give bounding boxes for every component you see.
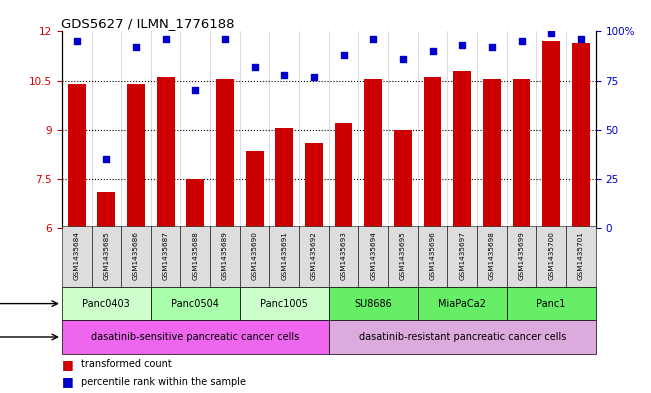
FancyBboxPatch shape bbox=[240, 226, 270, 287]
Bar bbox=[483, 79, 501, 228]
FancyBboxPatch shape bbox=[151, 287, 240, 320]
Text: GSM1435689: GSM1435689 bbox=[222, 231, 228, 280]
Text: GSM1435697: GSM1435697 bbox=[459, 231, 465, 280]
Text: GSM1435698: GSM1435698 bbox=[489, 231, 495, 280]
Point bbox=[72, 38, 82, 44]
Point bbox=[279, 72, 290, 78]
Point bbox=[487, 44, 497, 50]
FancyBboxPatch shape bbox=[151, 226, 180, 287]
Text: Panc1: Panc1 bbox=[536, 299, 566, 309]
Text: GSM1435691: GSM1435691 bbox=[281, 231, 287, 280]
Bar bbox=[453, 71, 471, 228]
FancyBboxPatch shape bbox=[477, 226, 506, 287]
FancyBboxPatch shape bbox=[62, 320, 329, 354]
Text: GSM1435694: GSM1435694 bbox=[370, 231, 376, 280]
FancyBboxPatch shape bbox=[62, 226, 92, 287]
Text: GSM1435699: GSM1435699 bbox=[519, 231, 525, 280]
Bar bbox=[216, 79, 234, 228]
FancyBboxPatch shape bbox=[180, 226, 210, 287]
FancyBboxPatch shape bbox=[299, 226, 329, 287]
FancyBboxPatch shape bbox=[329, 287, 418, 320]
Text: ■: ■ bbox=[62, 375, 74, 389]
FancyBboxPatch shape bbox=[359, 226, 388, 287]
Point bbox=[427, 48, 437, 54]
Point bbox=[101, 156, 111, 162]
Point bbox=[368, 36, 378, 42]
Text: GSM1435695: GSM1435695 bbox=[400, 231, 406, 280]
Point bbox=[190, 87, 201, 94]
FancyBboxPatch shape bbox=[418, 287, 506, 320]
Point bbox=[398, 56, 408, 62]
FancyBboxPatch shape bbox=[388, 226, 418, 287]
Point bbox=[249, 64, 260, 70]
Text: GDS5627 / ILMN_1776188: GDS5627 / ILMN_1776188 bbox=[61, 17, 234, 30]
FancyBboxPatch shape bbox=[92, 226, 121, 287]
Point bbox=[220, 36, 230, 42]
Point bbox=[516, 38, 527, 44]
FancyBboxPatch shape bbox=[566, 226, 596, 287]
Bar bbox=[245, 151, 264, 228]
Point bbox=[575, 36, 586, 42]
Point bbox=[131, 44, 141, 50]
FancyBboxPatch shape bbox=[447, 226, 477, 287]
Bar bbox=[335, 123, 352, 228]
Bar bbox=[572, 43, 590, 228]
Point bbox=[339, 52, 349, 58]
FancyBboxPatch shape bbox=[506, 287, 596, 320]
Text: GSM1435696: GSM1435696 bbox=[430, 231, 436, 280]
Text: GSM1435692: GSM1435692 bbox=[311, 231, 317, 280]
Text: GSM1435685: GSM1435685 bbox=[104, 231, 109, 280]
Point bbox=[160, 36, 171, 42]
FancyBboxPatch shape bbox=[240, 287, 329, 320]
FancyBboxPatch shape bbox=[210, 226, 240, 287]
Text: Panc1005: Panc1005 bbox=[260, 299, 308, 309]
Text: GSM1435688: GSM1435688 bbox=[192, 231, 199, 280]
Text: GSM1435700: GSM1435700 bbox=[548, 231, 554, 280]
Bar bbox=[127, 84, 145, 228]
Text: GSM1435701: GSM1435701 bbox=[578, 231, 584, 280]
Bar bbox=[542, 41, 560, 228]
Point bbox=[457, 42, 467, 48]
Text: SU8686: SU8686 bbox=[354, 299, 392, 309]
Text: percentile rank within the sample: percentile rank within the sample bbox=[81, 377, 245, 387]
FancyBboxPatch shape bbox=[418, 226, 447, 287]
Bar bbox=[186, 179, 204, 228]
Text: dasatinib-sensitive pancreatic cancer cells: dasatinib-sensitive pancreatic cancer ce… bbox=[91, 332, 299, 342]
Bar bbox=[68, 84, 85, 228]
Text: GSM1435693: GSM1435693 bbox=[340, 231, 346, 280]
FancyBboxPatch shape bbox=[536, 226, 566, 287]
Point bbox=[309, 73, 319, 80]
FancyBboxPatch shape bbox=[329, 226, 359, 287]
Text: ■: ■ bbox=[62, 358, 74, 371]
Point bbox=[546, 30, 557, 37]
Bar bbox=[394, 130, 412, 228]
Text: transformed count: transformed count bbox=[81, 359, 171, 369]
Text: GSM1435686: GSM1435686 bbox=[133, 231, 139, 280]
Bar bbox=[512, 79, 531, 228]
Text: Panc0403: Panc0403 bbox=[83, 299, 130, 309]
Bar bbox=[157, 77, 174, 228]
FancyBboxPatch shape bbox=[506, 226, 536, 287]
Bar bbox=[365, 79, 382, 228]
Text: dasatinib-resistant pancreatic cancer cells: dasatinib-resistant pancreatic cancer ce… bbox=[359, 332, 566, 342]
FancyBboxPatch shape bbox=[62, 287, 151, 320]
FancyBboxPatch shape bbox=[329, 320, 596, 354]
Bar bbox=[305, 143, 323, 228]
Bar bbox=[424, 77, 441, 228]
FancyBboxPatch shape bbox=[121, 226, 151, 287]
FancyBboxPatch shape bbox=[270, 226, 299, 287]
Text: GSM1435687: GSM1435687 bbox=[163, 231, 169, 280]
Bar bbox=[98, 192, 115, 228]
Text: MiaPaCa2: MiaPaCa2 bbox=[438, 299, 486, 309]
Text: GSM1435690: GSM1435690 bbox=[252, 231, 258, 280]
Text: Panc0504: Panc0504 bbox=[171, 299, 219, 309]
Text: GSM1435684: GSM1435684 bbox=[74, 231, 79, 280]
Bar bbox=[275, 128, 293, 228]
